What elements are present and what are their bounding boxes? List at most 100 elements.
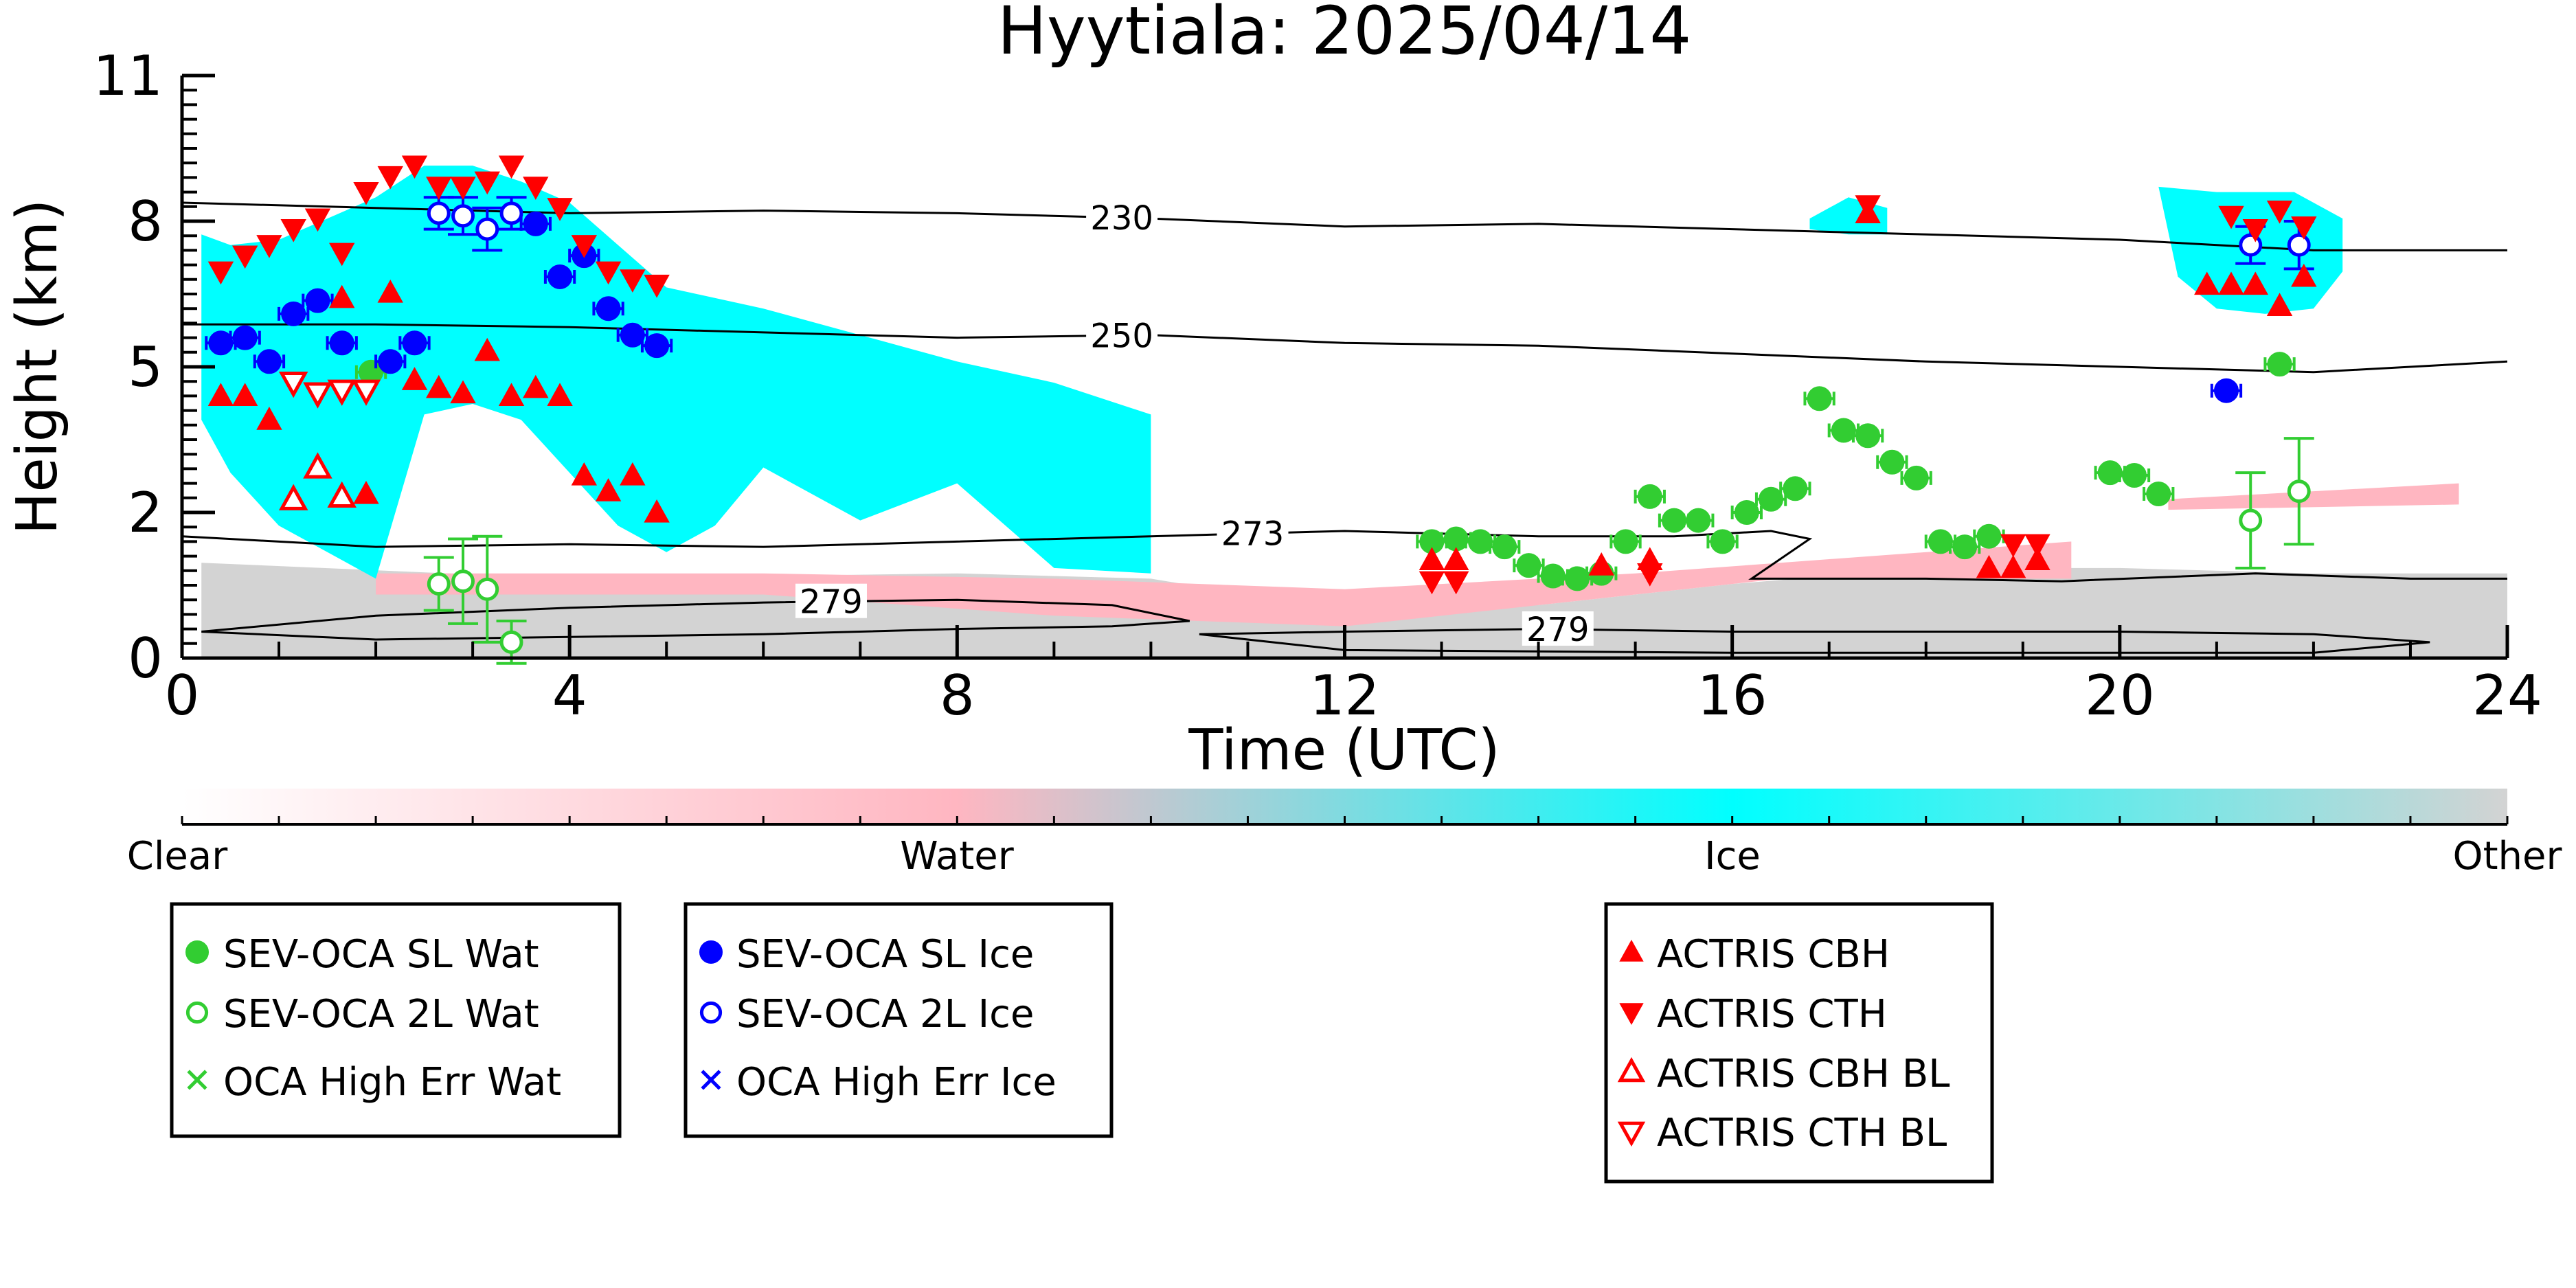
data-point: [2024, 547, 2050, 570]
legend-label: SEV-OCA 2L Wat: [223, 992, 539, 1037]
data-point: [475, 217, 499, 241]
data-point: [377, 280, 403, 303]
data-point: [207, 383, 234, 406]
data-point: [1492, 534, 1517, 560]
data-point: [498, 383, 525, 406]
x-tick-label: 24: [2472, 664, 2542, 727]
data-point: [351, 379, 381, 406]
contour-line: [182, 323, 2507, 374]
legend-label: ACTRIS CBH: [1657, 932, 1890, 977]
data-point: [329, 284, 355, 308]
data-point: [1686, 508, 1711, 533]
data-point: [327, 379, 357, 406]
legend-marker: [699, 940, 723, 964]
colorbar-label-water: Water: [900, 834, 1015, 879]
data-point: [571, 235, 598, 258]
data-point: [1879, 449, 1905, 475]
data-point: [280, 218, 306, 242]
water-region: [376, 541, 2072, 626]
data-point: [231, 245, 258, 269]
data-point: [1443, 571, 1469, 595]
data-point: [256, 235, 282, 258]
data-point: [303, 382, 332, 409]
data-point: [451, 569, 475, 594]
data-point: [1613, 529, 1638, 554]
data-point: [644, 333, 670, 359]
data-point: [378, 349, 403, 374]
contour-label: 279: [1526, 611, 1590, 649]
legend-marker: [1619, 939, 1644, 962]
x-tick-label: 12: [1310, 664, 1380, 727]
data-point: [1807, 386, 1832, 411]
data-point: [474, 337, 500, 361]
legend-marker: [185, 940, 209, 964]
data-point: [1976, 554, 2002, 578]
legends: SEV-OCA SL Wat SEV-OCA 2L Wat OCA High E…: [170, 902, 1994, 1184]
data-point: [2287, 233, 2311, 257]
data-point: [2266, 293, 2293, 316]
data-point: [1976, 523, 2002, 549]
legend-label: ACTRIS CTH BL: [1657, 1111, 1947, 1155]
data-point: [2287, 479, 2311, 504]
data-point: [596, 296, 621, 321]
data-point: [2266, 200, 2293, 224]
data-point: [231, 383, 258, 406]
contour-label: 250: [1090, 317, 1153, 355]
data-point: [1952, 534, 1978, 560]
data-point: [523, 211, 548, 236]
legend-label: SEV-OCA SL Wat: [223, 932, 539, 977]
data-point: [208, 330, 234, 356]
data-point: [401, 155, 428, 179]
contour-label: 279: [800, 583, 863, 622]
data-point: [1565, 566, 1590, 591]
data-point: [1419, 547, 1445, 570]
data-point: [2024, 534, 2050, 558]
x-axis-label: Time (UTC): [1188, 718, 1500, 783]
legend-marker: [185, 1001, 209, 1024]
data-point: [303, 452, 332, 479]
data-point: [304, 208, 331, 232]
data-point: [2242, 271, 2268, 295]
legend-marker: [1617, 1121, 1646, 1147]
legend-marker: [701, 1070, 721, 1090]
series-sev-oca-sl-ice: [205, 211, 2243, 403]
data-point: [1540, 563, 1566, 589]
colorbar-label-other: Other: [2452, 834, 2562, 879]
chart-title: Hyytiala: 2025/04/14: [997, 0, 1692, 69]
data-point: [1831, 418, 1856, 443]
data-point: [1855, 423, 1881, 449]
data-point: [450, 380, 476, 404]
legend-label: SEV-OCA SL Ice: [736, 932, 1034, 977]
data-point: [475, 577, 499, 601]
data-point: [1710, 529, 1735, 554]
data-point: [620, 462, 646, 486]
data-point: [207, 261, 234, 285]
contour-label-bg: [795, 583, 867, 618]
data-point: [1734, 500, 1759, 525]
y-tick-label: 8: [128, 190, 163, 253]
y-axis-label: Height (km): [5, 199, 70, 534]
contour-line: [182, 201, 2507, 251]
legend-label: OCA High Err Ice: [736, 1060, 1057, 1105]
series-actris-cbh-bl: [278, 452, 357, 510]
legend-box: [683, 902, 1114, 1138]
data-point: [1443, 547, 1469, 570]
data-point: [377, 166, 403, 190]
x-tick-label: 0: [165, 664, 200, 727]
data-point: [2291, 216, 2317, 240]
data-point: [644, 499, 670, 523]
data-point: [327, 481, 357, 508]
data-point: [1759, 486, 1784, 512]
data-point: [547, 383, 573, 406]
data-point: [1928, 529, 1953, 554]
x-tick-label: 16: [1697, 664, 1767, 727]
ice-region: [201, 166, 1151, 579]
contour-label: 273: [1221, 515, 1285, 554]
colorbar-label-clear: Clear: [127, 834, 228, 879]
y-tick-label: 0: [128, 626, 163, 690]
data-point: [256, 407, 282, 430]
data-point: [499, 630, 523, 654]
data-point: [1516, 553, 1541, 578]
data-point: [2291, 263, 2317, 287]
